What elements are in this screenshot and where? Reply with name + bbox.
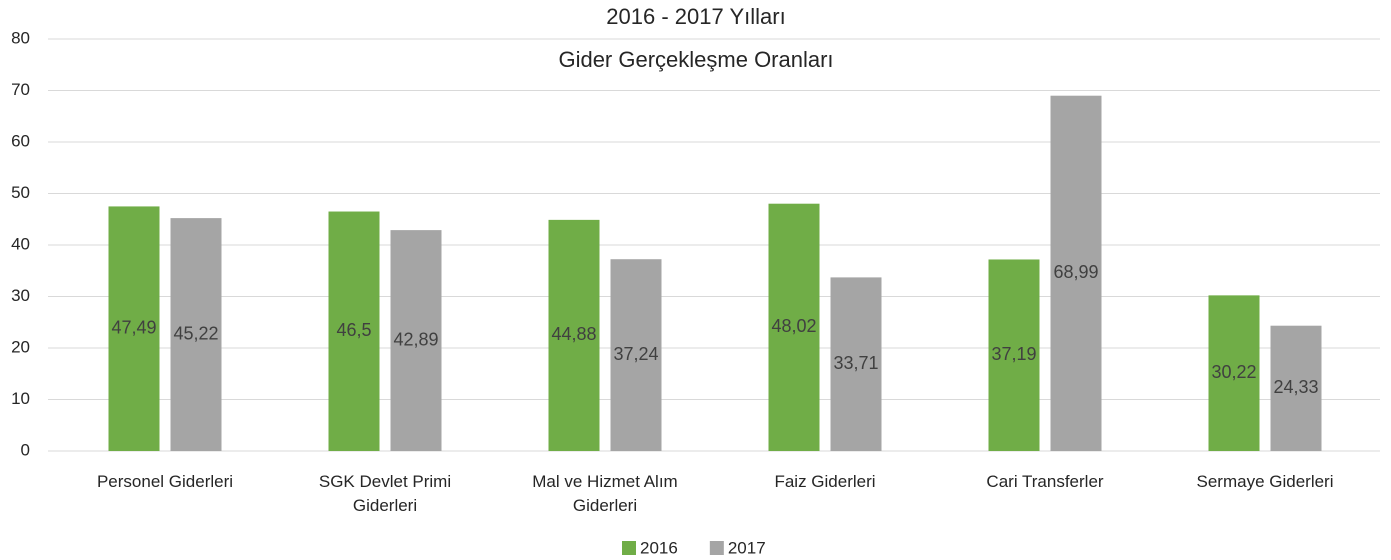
bar: [988, 259, 1040, 451]
y-tick-label: 10: [11, 389, 30, 408]
bar: [328, 211, 380, 451]
y-tick-label: 0: [21, 440, 30, 459]
y-tick-label: 30: [11, 286, 30, 305]
legend-label: 2017: [728, 538, 766, 557]
bar: [830, 277, 882, 451]
data-label: 48,02: [771, 316, 816, 336]
legend-swatch: [709, 541, 724, 555]
x-tick-label: SGK Devlet Primi Giderleri: [318, 472, 452, 515]
data-label: 30,22: [1211, 362, 1256, 382]
data-label: 47,49: [111, 317, 156, 337]
x-tick-label: Mal ve Hizmet Alım Giderleri: [532, 472, 678, 515]
chart-subtitle: Gider Gerçekleşme Oranları: [558, 47, 833, 72]
y-tick-label: 40: [11, 234, 30, 253]
y-tick-label: 20: [11, 337, 30, 356]
bar: [768, 203, 820, 451]
bar: [170, 218, 222, 451]
legend-swatch: [622, 541, 636, 555]
legend-label: 2016: [640, 538, 678, 557]
data-label: 37,19: [991, 344, 1036, 364]
x-tick-label: Personel Giderleri: [96, 472, 234, 491]
x-tick-label: Faiz Giderleri: [774, 472, 876, 491]
data-label: 37,24: [613, 344, 658, 364]
data-label: 42,89: [393, 329, 438, 349]
x-tick-label: Cari Transferler: [986, 472, 1104, 491]
y-tick-label: 80: [11, 28, 30, 47]
bar: [1270, 325, 1322, 451]
data-label: 44,88: [551, 324, 596, 344]
data-label: 46,5: [336, 320, 371, 340]
bar: [548, 219, 600, 451]
y-tick-label: 60: [11, 131, 30, 150]
data-label: 33,71: [833, 353, 878, 373]
y-tick-label: 70: [11, 80, 30, 99]
bar: [610, 259, 662, 451]
bar: [108, 206, 160, 451]
bar: [1050, 95, 1102, 451]
bar: [390, 230, 442, 451]
chart-title: 2016 - 2017 Yılları: [606, 4, 785, 29]
bar: [1208, 295, 1260, 451]
x-tick-label: Sermaye Giderleri: [1196, 472, 1334, 491]
y-tick-label: 50: [11, 183, 30, 202]
data-label: 45,22: [173, 323, 218, 343]
data-label: 24,33: [1273, 377, 1318, 397]
data-label: 68,99: [1053, 262, 1098, 282]
